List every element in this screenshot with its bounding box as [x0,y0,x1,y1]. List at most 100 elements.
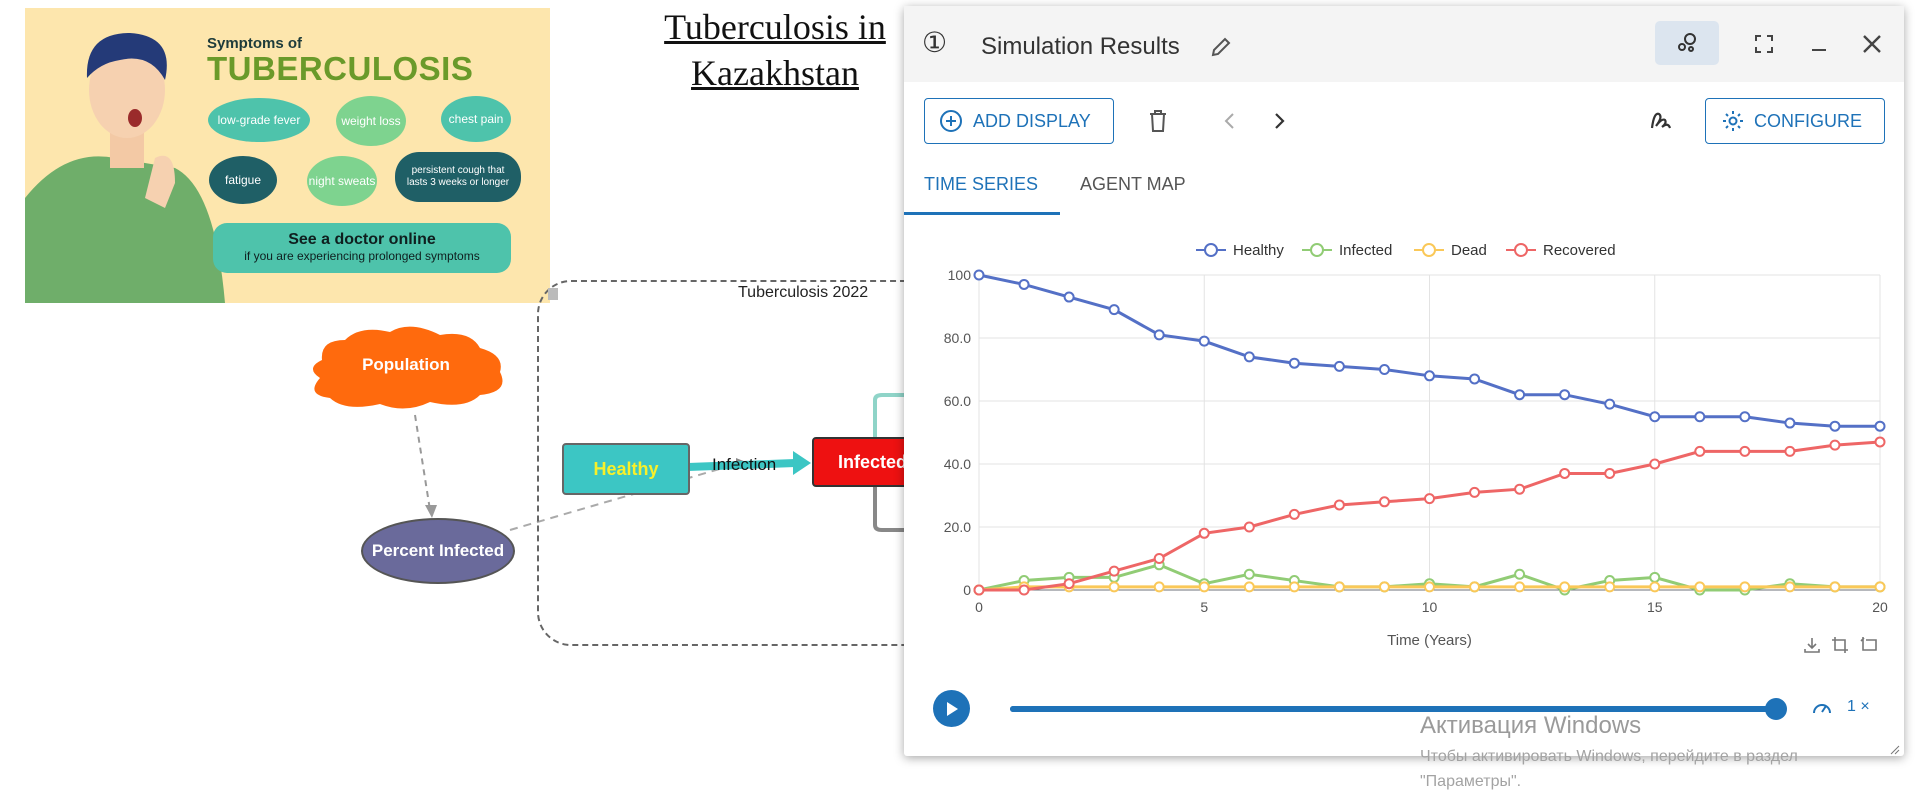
data-point-recovered [1604,467,1616,479]
chevron-right-icon [1275,113,1285,129]
close-button[interactable] [1854,26,1890,62]
data-point-healthy [1153,329,1165,341]
infection-flow[interactable] [687,459,796,471]
play-button[interactable] [933,690,970,727]
canvas-title: Tuberculosis in Kazakhstan [664,7,886,93]
data-point-recovered [1063,578,1075,590]
fullscreen-button[interactable] [1746,26,1782,62]
timeline-slider-track[interactable] [1010,698,1787,720]
play-icon [946,701,958,716]
data-point-dead [1739,581,1751,593]
infographic-subtitle: Symptoms of [207,35,303,52]
population-cloud[interactable] [312,326,503,409]
download-chart-button[interactable] [1800,633,1824,657]
y-tick-label: 20.0 [944,519,971,535]
doctor-callout-subtitle: if you are experiencing prolonged sympto… [244,249,480,263]
data-point-healthy [1514,389,1526,401]
curve-tool-button[interactable] [1644,104,1678,138]
legend-label-infected: Infected [1339,242,1392,259]
active-tab-indicator [904,212,1060,215]
linked-nodes-button[interactable] [1655,21,1719,65]
data-point-recovered [1333,499,1345,511]
data-point-recovered [1243,521,1255,533]
zoom-chart-button[interactable] [1828,633,1852,657]
x-tick-label: 0 [975,599,983,615]
doctor-callout: See a doctor online if you are experienc… [213,223,511,273]
data-point-dead [1784,581,1796,593]
data-point-dead [1829,581,1841,593]
link-nodes-icon [1678,33,1696,52]
data-point-healthy [1108,304,1120,316]
next-display-button[interactable] [1263,105,1295,137]
data-point-healthy [1469,373,1481,385]
data-point-recovered [1108,565,1120,577]
x-tick-label: 20 [1872,599,1888,615]
configure-button[interactable]: CONFIGURE [1705,98,1885,144]
data-point-healthy [1288,357,1300,369]
data-point-recovered [1694,445,1706,457]
data-point-healthy [1424,370,1435,382]
reset-zoom-button[interactable] [1856,633,1880,657]
infection-flow-label: Infection [712,455,777,474]
data-point-dead [1604,581,1616,593]
data-point-dead [1288,581,1300,593]
data-point-recovered [973,584,985,596]
data-point-dead [1694,581,1706,593]
legend-label-dead: Dead [1451,242,1487,259]
data-point-recovered [1018,584,1030,596]
delete-display-button[interactable] [1142,105,1174,137]
chevron-left-icon [1224,113,1234,129]
playback-speed-button[interactable] [1809,696,1835,722]
y-tick-label: 80.0 [944,330,971,346]
symptom-cough: persistent cough that lasts 3 weeks or l… [395,152,521,202]
data-point-recovered [1784,445,1796,457]
trash-icon [1150,110,1166,132]
population-dependency [414,414,431,511]
add-display-button[interactable]: ADD DISPLAY [924,98,1114,144]
data-point-healthy [1333,360,1345,372]
playback-speed-label: 1 × [1847,698,1870,715]
percent-infected-node[interactable]: Percent Infected [361,518,515,584]
data-point-healthy [1243,351,1255,363]
data-point-healthy [1829,420,1841,432]
population-label: Population [362,355,450,374]
x-tick-label: 15 [1647,599,1663,615]
tab-agent-map[interactable]: AGENT MAP [1080,174,1186,194]
data-point-recovered [1559,467,1571,479]
data-point-recovered [1198,527,1210,539]
data-point-dead [1243,581,1255,593]
data-point-recovered [1649,458,1661,470]
configure-label: CONFIGURE [1754,110,1862,131]
healthy-stock[interactable]: Healthy [562,443,690,495]
windows-activation-text: Чтобы активировать Windows, перейдите в … [1420,748,1798,790]
legend-marker [1422,243,1436,257]
restore-icon [1860,637,1877,651]
data-point-dead [1108,581,1120,593]
windows-activation-title: Активация Windows [1420,712,1642,739]
resize-grip[interactable] [1890,742,1900,755]
data-point-dead [1514,581,1526,593]
percent-infected-dependency [509,462,741,531]
minimize-button[interactable] [1801,26,1837,62]
data-point-healthy [1063,291,1075,303]
data-point-dead [1469,581,1481,593]
data-point-recovered [1378,496,1390,508]
data-point-dead [1198,581,1210,593]
timeline-slider-thumb[interactable] [1765,698,1787,720]
previous-display-button[interactable] [1214,105,1246,137]
crop-icon [1832,637,1848,653]
panel-title: Simulation Results [981,33,1180,60]
simulation-results-panel: ① Simulation Results ADD DISPLAY CON [904,6,1904,756]
symptom-chest-pain: chest pain [441,96,511,142]
time-series-chart: 0 20.0 40.0 60.0 80.0 100 0 5 10 15 20 Time (Years)… [944,242,1888,649]
tuberculosis-infographic: Symptoms of TUBERCULOSIS low-grade fever… [25,8,550,303]
edit-title-icon[interactable] [1208,34,1234,60]
group-collapse-handle[interactable] [548,288,558,300]
data-point-dead [1333,581,1345,593]
tab-time-series[interactable]: TIME SERIES [924,174,1039,194]
group-label: Tuberculosis 2022 [738,284,869,301]
data-point-healthy [1784,417,1796,429]
data-point-healthy [973,269,985,281]
data-point-infected [1243,568,1255,580]
data-point-healthy [1559,389,1571,401]
